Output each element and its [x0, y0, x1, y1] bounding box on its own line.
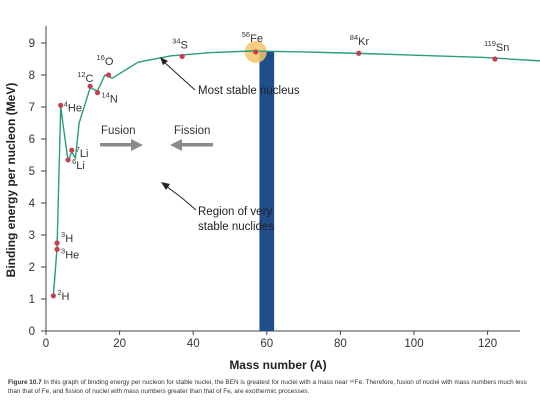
- nuclide-point: [492, 56, 498, 62]
- stable-nuclides-bar: [259, 51, 275, 332]
- nuclide-symbol: S: [181, 39, 188, 51]
- region-label-line1: Region of very: [198, 206, 272, 218]
- nuclide-point: [356, 50, 362, 56]
- nuclide-mass-number: 3: [61, 230, 65, 239]
- nuclide-mass-number: 6: [72, 157, 76, 166]
- curve-group: [52, 50, 540, 296]
- nuclide-mass-number: 3: [61, 246, 65, 255]
- nuclide-label: 56Fe: [242, 30, 263, 45]
- most-stable-pointer: [163, 61, 196, 91]
- nuclide-point: [65, 157, 71, 163]
- nuclide-symbol: H: [65, 233, 73, 245]
- fission-arrow-head: [170, 139, 182, 151]
- fission-arrow-shaft: [181, 143, 213, 147]
- nuclide-point: [54, 240, 60, 246]
- figure-label: Figure 10.7: [8, 379, 42, 386]
- y-tick-label: 0: [29, 326, 35, 338]
- nuclide-label: 3H: [61, 230, 73, 245]
- nuclide-label: 12C: [77, 70, 93, 85]
- nuclide-symbol: Kr: [358, 36, 369, 48]
- nuclide-label: 119Sn: [484, 39, 509, 54]
- nuclide-mass-number: 84: [350, 33, 358, 42]
- nuclide-label: 14N: [102, 91, 118, 106]
- caption-text: In this graph of binding energy per nucl…: [8, 379, 527, 395]
- nuclide-symbol: Li: [80, 148, 89, 160]
- annotations-group: Most stable nucleus Region of very stable …: [100, 57, 300, 233]
- y-tick-label: 9: [29, 38, 35, 50]
- fusion-label: Fusion: [101, 125, 136, 137]
- nuclide-symbol: H: [62, 291, 70, 303]
- binding-energy-curve: [52, 50, 540, 296]
- nuclide-point: [87, 83, 93, 89]
- x-tick-label: 0: [43, 338, 49, 350]
- nuclide-symbol: He: [68, 102, 82, 114]
- nuclide-mass-number: 4: [64, 99, 68, 108]
- nuclide-label: 34S: [172, 36, 188, 51]
- y-tick-label: 3: [29, 230, 35, 242]
- nuclide-point: [105, 72, 112, 78]
- nuclide-point: [54, 246, 60, 252]
- nuclide-label: 4He: [64, 99, 82, 114]
- y-tick-label: 2: [29, 262, 35, 274]
- y-tick-label: 4: [29, 198, 36, 210]
- y-tick-label: 5: [29, 166, 35, 178]
- fission-label: Fission: [174, 125, 210, 137]
- nuclide-mass-number: 2: [57, 288, 61, 297]
- x-tick-label: 80: [334, 338, 347, 350]
- nuclide-label: 16O: [97, 53, 114, 68]
- nuclide-mass-number: 14: [102, 91, 110, 100]
- y-tick-label: 7: [29, 102, 35, 114]
- nuclide-mass-number: 56: [242, 30, 250, 39]
- nuclide-symbol: Fe: [250, 33, 263, 45]
- x-tick-label: 40: [187, 338, 200, 350]
- nuclide-label: 6Li: [72, 157, 85, 172]
- x-tick-label: 60: [260, 338, 273, 350]
- nuclide-symbol: Li: [76, 160, 85, 172]
- nuclide-point: [69, 147, 75, 153]
- nuclide-symbol: He: [65, 249, 79, 261]
- y-axis-label: Binding energy per nucleon (MeV): [4, 83, 18, 278]
- fusion-arrow-head: [131, 139, 143, 151]
- fusion-arrow-shaft: [100, 143, 132, 147]
- x-tick-label: 20: [113, 338, 126, 350]
- most-stable-label: Most stable nucleus: [198, 85, 300, 97]
- nuclide-mass-number: 7: [76, 145, 80, 154]
- nuclide-point: [50, 293, 56, 299]
- nuclide-point: [58, 102, 64, 108]
- binding-energy-chart: 0204060801001201401601802002202400123456…: [4, 26, 540, 372]
- nuclide-symbol: N: [110, 94, 118, 106]
- region-arrowhead: [161, 182, 170, 190]
- nuclide-mass-number: 34: [172, 36, 180, 45]
- region-pointer: [165, 185, 197, 211]
- nuclide-symbol: Sn: [496, 42, 509, 54]
- nuclide-label: 84Kr: [350, 33, 370, 48]
- nuclide-symbol: O: [105, 56, 114, 68]
- x-axis-label: Mass number (A): [229, 358, 326, 372]
- figure-caption: Figure 10.7 In this graph of binding ene…: [8, 378, 533, 396]
- y-tick-label: 8: [29, 70, 35, 82]
- x-tick-label: 100: [404, 338, 423, 350]
- y-tick-label: 6: [29, 134, 35, 146]
- axes: 0204060801001201401601802002202400123456…: [4, 26, 520, 372]
- nuclide-point: [94, 90, 101, 96]
- nuclide-symbol: C: [86, 73, 94, 85]
- nuclide-label: 3He: [61, 246, 79, 261]
- nuclide-mass-number: 12: [77, 70, 85, 79]
- y-tick-label: 1: [29, 294, 35, 306]
- region-label-line2: stable nuclides: [198, 221, 274, 233]
- nuclide-point: [253, 49, 259, 55]
- most-stable-arrowhead: [160, 57, 168, 65]
- nuclide-label: 2H: [57, 288, 69, 303]
- x-tick-label: 120: [478, 338, 497, 350]
- nuclide-label: 7Li: [76, 145, 89, 160]
- nuclide-mass-number: 16: [97, 53, 105, 62]
- nuclide-mass-number: 119: [484, 39, 496, 48]
- nuclide-point: [179, 53, 185, 60]
